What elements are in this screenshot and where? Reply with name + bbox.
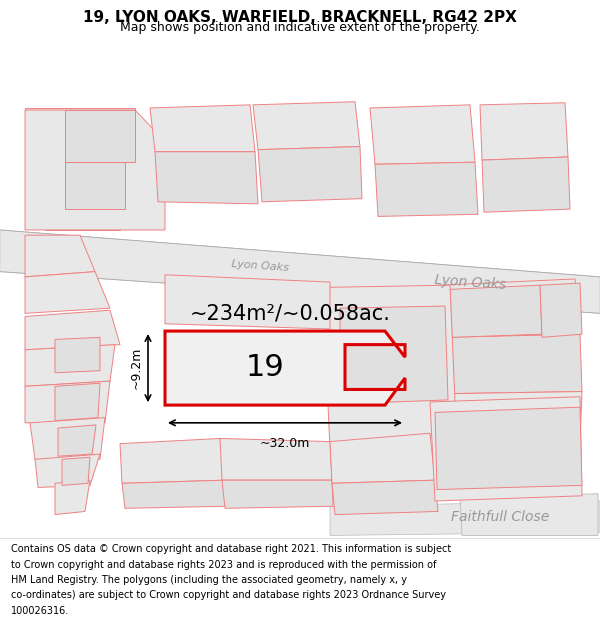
Polygon shape [330, 433, 435, 483]
Polygon shape [122, 480, 228, 508]
Polygon shape [540, 283, 582, 338]
Polygon shape [25, 310, 120, 350]
Text: ~32.0m: ~32.0m [260, 438, 310, 451]
Polygon shape [340, 306, 448, 404]
Polygon shape [25, 108, 135, 168]
Polygon shape [25, 235, 95, 277]
Polygon shape [55, 480, 90, 514]
Polygon shape [450, 285, 542, 338]
Polygon shape [65, 110, 135, 162]
Polygon shape [165, 275, 330, 329]
Polygon shape [430, 397, 582, 501]
Polygon shape [35, 454, 100, 488]
Polygon shape [55, 383, 100, 421]
Text: 100026316.: 100026316. [11, 606, 69, 616]
Polygon shape [45, 209, 120, 230]
Polygon shape [120, 439, 225, 483]
Polygon shape [222, 480, 333, 508]
Polygon shape [452, 391, 582, 446]
Polygon shape [445, 334, 582, 394]
Text: Map shows position and indicative extent of the property.: Map shows position and indicative extent… [120, 21, 480, 34]
Polygon shape [25, 272, 110, 313]
Polygon shape [0, 230, 600, 313]
Text: ~9.2m: ~9.2m [130, 347, 143, 389]
Polygon shape [25, 168, 90, 209]
Polygon shape [330, 501, 600, 536]
Text: ~234m²/~0.058ac.: ~234m²/~0.058ac. [190, 303, 391, 323]
Polygon shape [25, 110, 165, 230]
Polygon shape [460, 494, 598, 536]
Polygon shape [30, 418, 105, 459]
Polygon shape [65, 162, 125, 209]
Polygon shape [253, 102, 360, 149]
Polygon shape [150, 105, 255, 152]
Polygon shape [482, 157, 570, 212]
Text: Lyon Oaks: Lyon Oaks [231, 259, 289, 273]
Polygon shape [440, 279, 580, 338]
Polygon shape [480, 102, 568, 160]
Polygon shape [370, 105, 475, 164]
Polygon shape [25, 381, 110, 423]
Text: to Crown copyright and database rights 2023 and is reproduced with the permissio: to Crown copyright and database rights 2… [11, 560, 436, 570]
Polygon shape [55, 338, 100, 372]
Text: Faithfull Close: Faithfull Close [451, 509, 549, 524]
Polygon shape [25, 344, 115, 386]
Text: 19, LYON OAKS, WARFIELD, BRACKNELL, RG42 2PX: 19, LYON OAKS, WARFIELD, BRACKNELL, RG42… [83, 9, 517, 24]
Polygon shape [375, 162, 478, 216]
Polygon shape [155, 152, 258, 204]
Polygon shape [435, 407, 582, 489]
Polygon shape [258, 146, 362, 202]
Polygon shape [325, 285, 455, 449]
Polygon shape [332, 480, 438, 514]
Polygon shape [220, 439, 332, 480]
Polygon shape [58, 425, 96, 456]
Text: 19: 19 [245, 353, 284, 382]
Text: HM Land Registry. The polygons (including the associated geometry, namely x, y: HM Land Registry. The polygons (includin… [11, 575, 407, 585]
Text: Contains OS data © Crown copyright and database right 2021. This information is : Contains OS data © Crown copyright and d… [11, 544, 451, 554]
Polygon shape [165, 331, 405, 405]
Polygon shape [62, 458, 90, 486]
Text: co-ordinates) are subject to Crown copyright and database rights 2023 Ordnance S: co-ordinates) are subject to Crown copyr… [11, 591, 446, 601]
Text: Lyon Oaks: Lyon Oaks [434, 272, 506, 291]
